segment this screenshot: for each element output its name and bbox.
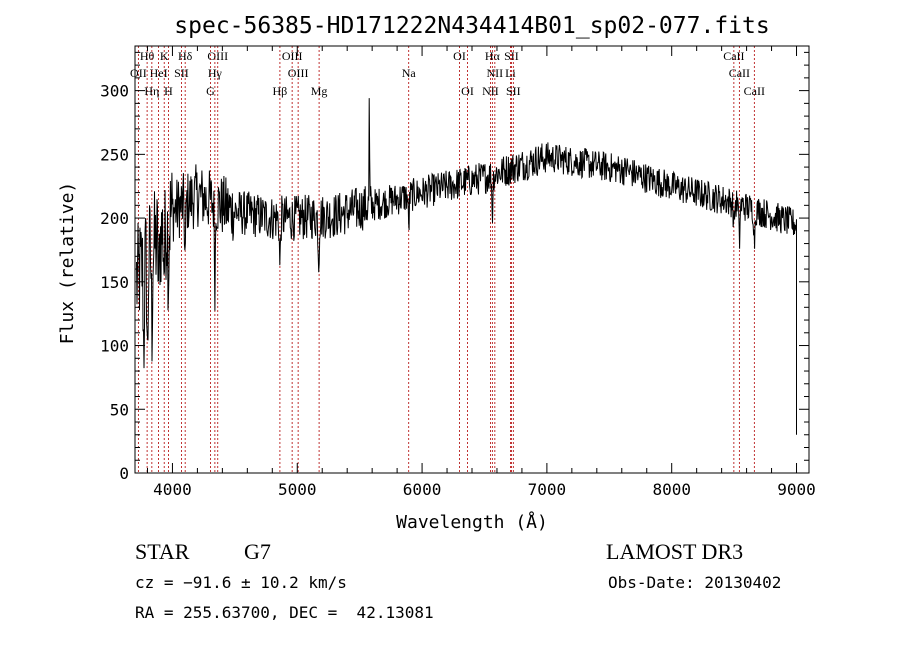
x-tick-label: 5000 (278, 480, 317, 499)
line-marker-label: H (164, 84, 173, 98)
y-tick-label: 50 (110, 400, 129, 419)
x-tick-label: 7000 (528, 480, 567, 499)
redshift-cz: cz = −91.6 ± 10.2 km/s (135, 573, 347, 592)
y-tick-label: 250 (100, 145, 129, 164)
line-marker-label: G (206, 84, 215, 98)
line-marker-label: Na (402, 66, 417, 80)
line-marker-label: Hβ (273, 84, 288, 98)
line-marker-label: K (160, 49, 169, 63)
y-tick-label: 100 (100, 337, 129, 356)
axes: 4000 5000 6000 7000 8000 9000 0 50 100 150 200 250 3… (100, 45, 816, 499)
line-marker-label: CaII (729, 66, 750, 80)
line-marker-label: CaII (723, 49, 744, 63)
line-marker-label: Hγ (208, 66, 223, 80)
line-marker-label: OIII (288, 66, 309, 80)
ra-dec-coordinates: RA = 255.63700, DEC = 42.13081 (135, 603, 434, 622)
line-marker-label: Hα (485, 49, 501, 63)
line-marker-label: NII (487, 66, 504, 80)
line-marker-label: Hη (144, 84, 159, 98)
object-class: STAR (135, 539, 190, 564)
line-marker-label: OI (461, 84, 474, 98)
line-marker-label: Hθ (140, 49, 155, 63)
line-marker-label: SII (506, 84, 521, 98)
y-tick-label: 150 (100, 273, 129, 292)
survey-name: LAMOST DR3 (606, 539, 744, 564)
observation-date: Obs-Date: 20130402 (608, 573, 782, 592)
x-axis-label: Wavelength (Å) (396, 511, 548, 533)
line-marker-label: Mg (311, 84, 328, 98)
spectrum-line (136, 98, 797, 435)
plot-frame (134, 45, 810, 474)
x-tick-label: 4000 (153, 480, 192, 499)
y-axis-label: Flux (relative) (57, 182, 78, 345)
line-marker-label: Li (505, 66, 516, 80)
line-marker-label: CaII (744, 84, 765, 98)
y-tick-label: 0 (119, 464, 129, 483)
object-subclass: G7 (244, 539, 271, 564)
x-tick-label: 6000 (403, 480, 442, 499)
y-tick-label: 300 (100, 82, 129, 101)
chart-title: spec-56385-HD171222N434414B01_sp02-077.f… (174, 13, 769, 39)
x-tick-label: 8000 (652, 480, 691, 499)
line-marker-label: SII (174, 66, 189, 80)
line-marker-label: Hδ (178, 49, 193, 63)
line-marker-label: OII (130, 66, 147, 80)
line-marker-label: NII (482, 84, 499, 98)
line-marker-label: HeI (150, 66, 168, 80)
line-marker-label: SII (504, 49, 519, 63)
x-tick-label: 9000 (777, 480, 816, 499)
line-marker-label: OI (453, 49, 466, 63)
line-marker-label: OIII (207, 49, 228, 63)
y-tick-label: 200 (100, 209, 129, 228)
line-marker-label: OIII (282, 49, 303, 63)
